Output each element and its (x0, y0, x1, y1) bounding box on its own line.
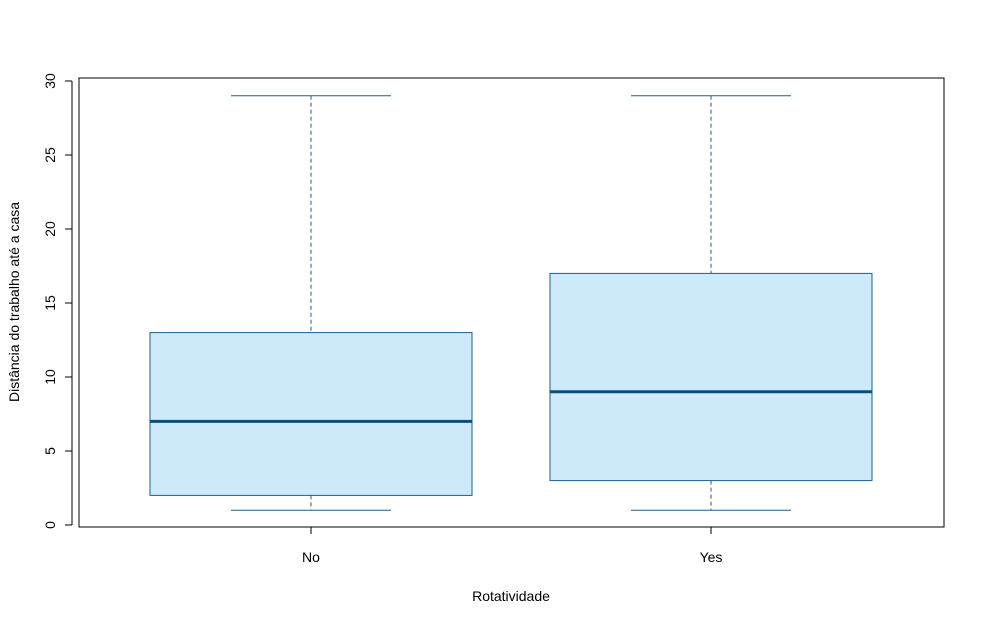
boxes (149, 95, 873, 511)
y-tick-label: 10 (42, 369, 58, 385)
iqr-box (149, 332, 473, 496)
x-tick-label: Yes (700, 549, 723, 565)
x-axis-title: Rotatividade (472, 588, 550, 604)
box-yes (549, 95, 873, 511)
y-tick-label: 0 (42, 521, 58, 529)
y-tick-label: 20 (42, 221, 58, 237)
y-tick-label: 5 (42, 447, 58, 455)
y-axis: 0 5 10 15 20 25 30 (42, 73, 73, 529)
x-tick-label: No (302, 549, 320, 565)
y-axis-title: Distância do trabalho até a casa (6, 202, 22, 402)
y-tick-label: 30 (42, 73, 58, 89)
x-axis: No Yes (302, 526, 723, 565)
y-tick-label: 25 (42, 147, 58, 163)
y-tick-label: 15 (42, 295, 58, 311)
iqr-box (549, 272, 873, 482)
box-no (149, 95, 473, 511)
